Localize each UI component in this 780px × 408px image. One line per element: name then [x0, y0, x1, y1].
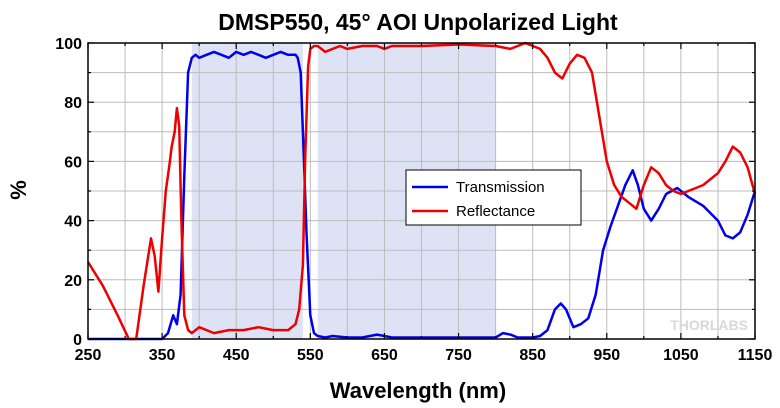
x-tick-label: 950	[593, 347, 620, 364]
x-tick-label: 450	[223, 347, 250, 364]
y-tick-label: 80	[64, 95, 82, 112]
legend-label-transmission: Transmission	[456, 179, 545, 196]
y-tick-label: 0	[73, 332, 82, 349]
y-axis-label: %	[6, 180, 31, 200]
series-line-transmission	[88, 50, 757, 341]
y-tick-labels: 0 20 40 60 80 100	[55, 36, 82, 349]
x-tick-label: 350	[149, 347, 176, 364]
x-tick-label: 250	[75, 347, 102, 364]
series-line-reflectance	[86, 41, 757, 341]
x-axis-label: Wavelength (nm)	[330, 378, 506, 403]
x-tick-label: 1150	[738, 347, 773, 364]
x-tick-label: 1050	[663, 347, 699, 364]
y-tick-label: 100	[55, 36, 82, 53]
x-tick-labels: 250 350 450 550 650 750 850 950 1050 1150	[75, 347, 773, 364]
legend: Transmission Reflectance	[405, 169, 582, 226]
y-tick-label: 60	[64, 154, 82, 171]
chart-title: DMSP550, 45° AOI Unpolarized Light	[218, 9, 618, 35]
grid-lines	[88, 43, 755, 339]
thorlabs-watermark: THORLABS	[670, 317, 748, 333]
y-tick-label: 20	[64, 273, 82, 290]
x-tick-label: 750	[445, 347, 472, 364]
x-tick-label: 550	[297, 347, 324, 364]
x-tick-label: 650	[371, 347, 398, 364]
y-tick-label: 40	[64, 214, 82, 231]
series-lines	[86, 41, 757, 341]
legend-label-reflectance: Reflectance	[456, 203, 535, 220]
legend-box	[405, 169, 582, 226]
axis-ticks	[87, 42, 756, 340]
x-tick-label: 850	[519, 347, 546, 364]
